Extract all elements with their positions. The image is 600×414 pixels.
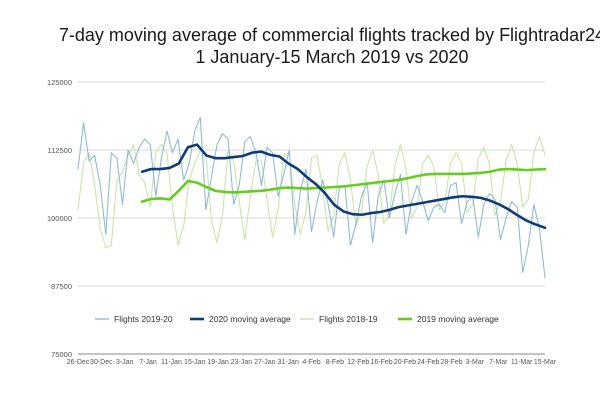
- x-tick-label: 19-Jan: [207, 359, 229, 366]
- y-axis-ticks: 75000 87500 100000 112500 125000: [47, 78, 72, 359]
- legend: Flights 2019-20 2020 moving average Flight…: [95, 314, 499, 324]
- x-tick-label: 12-Feb: [347, 359, 369, 366]
- series: [77, 116, 547, 279]
- legend-label: Flights 2019-20: [114, 314, 173, 324]
- x-tick-label: 7-Mar: [489, 359, 508, 366]
- series-line: [140, 167, 547, 203]
- x-tick-label: 15-Mar: [534, 359, 557, 366]
- x-tick-label: 30-Dec: [90, 359, 113, 366]
- x-tick-label: 11-Jan: [161, 359, 182, 366]
- x-tick-label: 15-Jan: [184, 359, 206, 366]
- x-tick-label: 28-Feb: [441, 359, 463, 366]
- x-tick-label: 31-Jan: [277, 359, 299, 366]
- chart-title-line2: 1 January-15 March 2019 vs 2020: [195, 47, 468, 67]
- y-tick-label: 75000: [51, 350, 72, 359]
- y-tick-label: 112500: [48, 146, 72, 155]
- x-tick-label: 3-Mar: [466, 359, 485, 366]
- legend-label: Flights 2018-19: [319, 314, 378, 324]
- x-tick-label: 7-Jan: [139, 359, 157, 366]
- grid: [78, 81, 545, 355]
- legend-label: 2019 moving average: [417, 314, 499, 324]
- x-tick-label: 23-Jan: [231, 359, 253, 366]
- x-tick-label: 3-Jan: [116, 359, 134, 366]
- y-tick-label: 87500: [51, 282, 72, 291]
- series-line: [77, 135, 546, 249]
- x-tick-label: 20-Feb: [394, 359, 416, 366]
- x-tick-label: 24-Feb: [417, 359, 439, 366]
- x-tick-label: 8-Feb: [326, 359, 344, 366]
- y-tick-label: 125000: [47, 78, 72, 87]
- x-tick-label: 16-Feb: [370, 359, 392, 366]
- series-line: [77, 116, 546, 279]
- series-line: [140, 143, 547, 230]
- y-tick-label: 100000: [47, 214, 72, 223]
- x-tick-label: 4-Feb: [302, 359, 320, 366]
- chart-title-line1: 7-day moving average of commercial fligh…: [59, 25, 600, 45]
- x-axis-ticks: 26-Dec 30-Dec 3-Jan 7-Jan 11-Jan 15-Jan 19-Jan…: [67, 359, 557, 366]
- x-tick-label: 11-Mar: [511, 359, 533, 366]
- x-tick-label: 26-Dec: [67, 359, 90, 366]
- legend-label: 2020 moving average: [209, 314, 291, 324]
- x-tick-label: 27-Jan: [254, 359, 276, 366]
